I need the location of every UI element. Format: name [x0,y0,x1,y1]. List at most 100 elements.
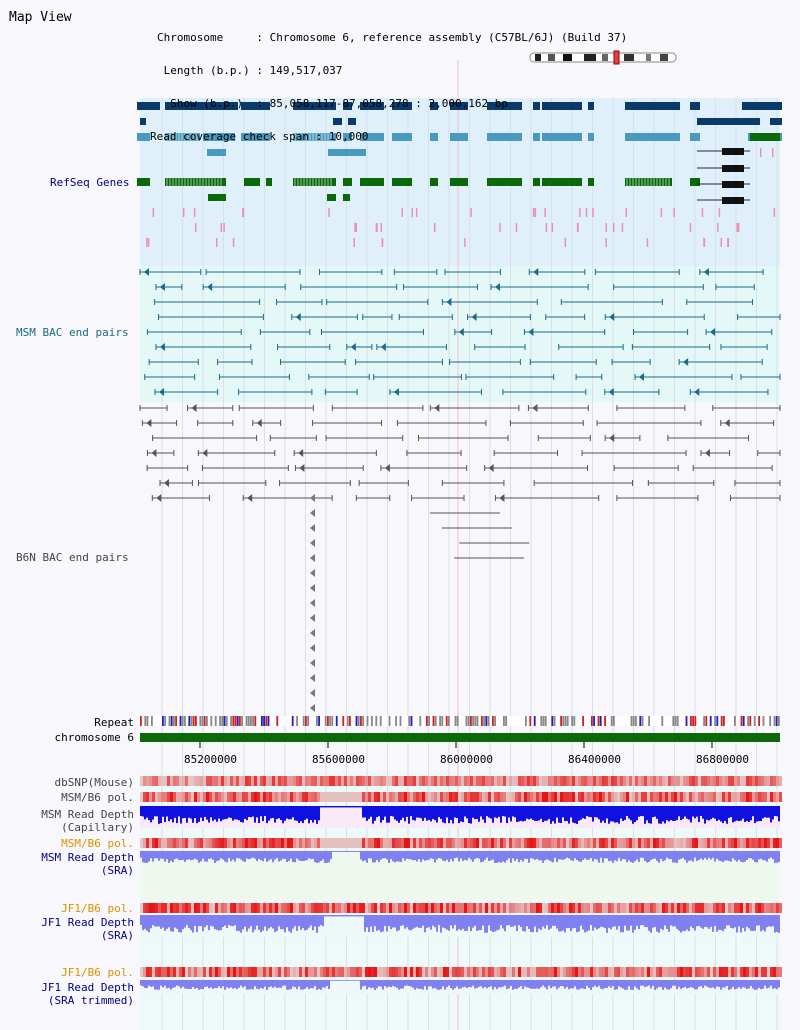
read-depth-bar [380,980,382,987]
read-depth-bar [424,980,426,987]
polymorphism-cell [659,903,662,913]
polymorphism-cell [410,838,413,848]
read-depth-bar [400,915,402,927]
polymorphism-cell [662,903,665,913]
read-depth-bar [536,806,538,821]
gene-model [333,118,342,125]
track-label-refseq[interactable]: RefSeq Genes [50,176,130,189]
polymorphism-cell [287,967,290,977]
polymorphism-cell [524,838,527,848]
polymorphism-cell [281,967,284,977]
polymorphism-cell [329,903,332,913]
read-depth-bar [764,806,766,818]
polymorphism-cell [641,967,644,977]
polymorphism-cell [317,903,320,913]
read-depth-bar [642,851,644,858]
polymorphism-cell [674,776,677,786]
polymorphism-cell [410,903,413,913]
polymorphism-cell [293,776,296,786]
read-depth-bar [712,915,714,932]
read-depth-bar [336,980,338,981]
track-label-jf1-b6-pol-2[interactable]: JF1/B6 pol. [61,966,134,979]
polymorphism-cell [440,903,443,913]
polymorphism-cell [281,903,284,913]
polymorphism-cell [548,776,551,786]
read-depth-bar [270,806,272,819]
track-label-repeat[interactable]: Repeat [94,716,134,729]
polymorphism-cell [599,903,602,913]
read-depth-bar [236,915,238,931]
polymorphism-cell [263,776,266,786]
repeat-element [151,716,153,726]
read-depth-bar [238,915,240,932]
polymorphism-cell [704,838,707,848]
repeat-element [472,716,474,726]
polymorphism-cell [365,903,368,913]
track-label-msm-b6-pol-2[interactable]: MSM/B6 pol. [61,837,134,850]
repeat-element [531,716,534,726]
polymorphism-cell [167,776,170,786]
polymorphism-cell [362,776,365,786]
read-depth-bar [160,915,162,929]
read-depth-bar [150,851,152,859]
read-depth-bar [218,851,220,861]
polymorphism-cell [476,903,479,913]
read-depth-bar [768,851,770,859]
gene-model [165,178,226,186]
polymorphism-cell [146,967,149,977]
repeat-element [327,716,329,726]
polymorphism-cell [587,792,590,802]
bac-end-arrow [163,479,169,487]
repeat-element [395,716,397,726]
polymorphism-cell [722,903,725,913]
polymorphism-cell [593,792,596,802]
polymorphism-cell [686,903,689,913]
read-depth-bar [686,915,688,930]
read-depth-bar [336,915,338,917]
track-label-msm-depth-capillary[interactable]: MSM Read Depth [41,808,134,821]
polymorphism-cell [683,838,686,848]
polymorphism-cell [569,792,572,802]
read-depth-bar [340,851,342,852]
polymorphism-cell [626,967,629,977]
read-depth-bar [488,915,490,926]
read-depth-bar [206,851,208,862]
track-label-jf1-depth-trim[interactable]: JF1 Read Depth [41,981,134,994]
read-depth-bar [408,851,410,860]
read-depth-bar [450,851,452,860]
repeat-element [188,716,191,726]
track-label-dbsnp[interactable]: dbSNP(Mouse) [54,776,134,789]
polymorphism-cell [470,903,473,913]
read-depth-bar [384,806,386,817]
ideogram-band [646,54,651,61]
read-depth-bar [232,980,234,989]
read-depth-bar [570,851,572,861]
read-depth-bar [302,915,304,929]
read-depth-bar [268,915,270,929]
track-label-jf1-depth-sra[interactable]: JF1 Read Depth [41,916,134,929]
polymorphism-cell [692,967,695,977]
polymorphism-cell [356,792,359,802]
polymorphism-cell [170,776,173,786]
track-label-msm-b6-pol[interactable]: MSM/B6 pol. [61,791,134,804]
read-depth-bar [334,915,336,917]
read-depth-bar [272,806,274,818]
track-label-b6n-bac[interactable]: B6N BAC end pairs [16,551,129,564]
track-label-jf1-b6-pol[interactable]: JF1/B6 pol. [61,902,134,915]
read-depth-bar [600,915,602,927]
track-label-msm-depth-sra[interactable]: MSM Read Depth [41,851,134,864]
read-depth-bar [390,915,392,930]
polymorphism-cell [518,838,521,848]
track-label-msm-bac[interactable]: MSM BAC end pairs [16,326,129,339]
read-depth-bar [140,806,142,816]
polymorphism-cell [698,967,701,977]
read-depth-bar [166,851,168,860]
refseq-minor-mark [736,223,738,232]
repeat-element [283,716,285,726]
polymorphism-cell [635,903,638,913]
polymorphism-cell [161,967,164,977]
polymorphism-cell [671,776,674,786]
polymorphism-cell [527,903,530,913]
read-depth-bar [184,806,186,818]
